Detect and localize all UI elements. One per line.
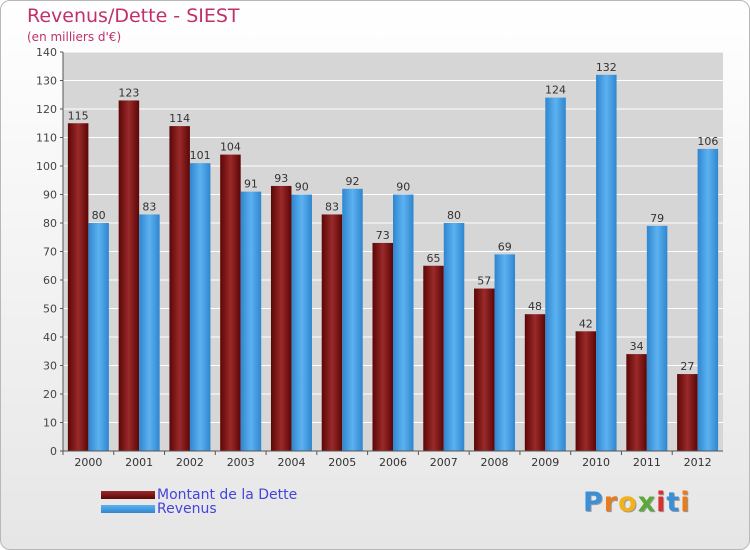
logo-letter: t	[666, 487, 681, 518]
legend-item-dette: Montant de la Dette	[101, 487, 298, 503]
y-tick-label: 10	[43, 417, 57, 430]
bar-revenus	[189, 163, 211, 451]
bar-dette	[474, 288, 495, 451]
bar-dette	[575, 331, 597, 451]
bar-dette	[169, 126, 190, 451]
legend-item-revenus: Revenus	[101, 501, 297, 517]
chart-title: Revenus/Dette - SIEST	[27, 5, 240, 27]
y-tick-label: 60	[43, 274, 57, 287]
bar-dette	[270, 185, 292, 451]
proxiti-logo: Proxiti	[583, 487, 691, 518]
data-label-revenus: 106	[697, 135, 718, 148]
data-label-dette: 48	[528, 300, 542, 313]
x-tick-label: 2009	[531, 456, 559, 469]
data-label-dette: 65	[427, 252, 441, 265]
bar-revenus	[494, 254, 516, 451]
data-label-dette: 27	[680, 360, 694, 373]
data-label-revenus: 79	[650, 212, 664, 225]
logo-letter: P	[583, 487, 604, 518]
y-tick-label: 100	[36, 160, 57, 173]
y-tick-label: 120	[36, 103, 57, 116]
data-label-dette: 34	[630, 340, 644, 353]
data-label-revenus: 90	[396, 181, 410, 194]
legend-swatch-revenus	[101, 505, 155, 513]
x-tick-label: 2000	[74, 456, 102, 469]
logo-letter: o	[618, 487, 638, 518]
data-label-revenus: 92	[345, 175, 359, 188]
data-label-dette: 83	[325, 200, 339, 213]
x-tick-label: 2012	[684, 456, 712, 469]
bar-revenus	[88, 223, 109, 451]
bar-dette	[423, 265, 444, 451]
legend-label-revenus: Revenus	[157, 501, 217, 517]
data-label-dette: 104	[220, 141, 241, 154]
legend-label-dette: Montant de la Dette	[157, 487, 298, 503]
y-tick-label: 50	[43, 303, 57, 316]
y-tick-label: 20	[43, 388, 57, 401]
logo-letter: r	[603, 487, 619, 518]
y-tick-label: 30	[43, 360, 57, 373]
logo-letter: x	[637, 487, 657, 518]
bar-revenus	[342, 188, 363, 452]
bar-dette	[118, 100, 140, 451]
bar-revenus	[291, 194, 312, 451]
data-label-revenus: 124	[545, 84, 566, 97]
logo-letter: i	[656, 487, 667, 518]
bar-dette	[372, 242, 393, 451]
bar-dette	[67, 123, 89, 451]
x-tick-label: 2001	[125, 456, 153, 469]
y-tick-label: 70	[43, 246, 57, 259]
y-tick-label: 110	[36, 132, 57, 145]
chart-subtitle: (en milliers d'€)	[27, 30, 122, 44]
x-tick-label: 2011	[633, 456, 661, 469]
data-label-revenus: 69	[498, 240, 512, 253]
x-tick-label: 2006	[379, 456, 407, 469]
bar-dette	[626, 354, 647, 451]
bar-revenus	[393, 194, 414, 451]
y-tick-label: 130	[36, 75, 57, 88]
data-label-revenus: 91	[244, 178, 258, 191]
bar-revenus	[240, 191, 262, 451]
bar-revenus	[646, 225, 668, 451]
x-tick-label: 2005	[328, 456, 356, 469]
bar-dette	[220, 154, 241, 451]
data-label-dette: 73	[376, 229, 390, 242]
data-label-dette: 114	[169, 112, 190, 125]
data-label-revenus: 80	[447, 209, 461, 222]
logo-letter: i	[680, 487, 691, 518]
data-label-revenus: 132	[596, 61, 617, 74]
bar-revenus	[545, 97, 566, 451]
x-tick-label: 2002	[176, 456, 204, 469]
data-label-dette: 115	[68, 109, 89, 122]
bar-dette	[524, 314, 546, 451]
data-label-dette: 123	[118, 86, 139, 99]
bar-dette	[677, 374, 698, 451]
x-tick-label: 2003	[227, 456, 255, 469]
y-tick-label: 80	[43, 217, 57, 230]
data-label-revenus: 83	[142, 200, 156, 213]
bar-revenus	[139, 214, 160, 451]
y-tick-label: 40	[43, 331, 57, 344]
x-tick-label: 2010	[582, 456, 610, 469]
data-label-revenus: 101	[190, 149, 211, 162]
x-tick-label: 2004	[277, 456, 305, 469]
data-label-revenus: 90	[295, 181, 309, 194]
data-label-dette: 42	[579, 317, 593, 330]
chart-legend: Montant de la Dette Revenus	[101, 487, 298, 517]
legend-swatch-dette	[101, 491, 155, 499]
y-tick-label: 140	[36, 46, 57, 59]
bar-revenus	[596, 74, 617, 452]
data-label-dette: 57	[477, 275, 491, 288]
y-tick-label: 90	[43, 189, 57, 202]
bar-dette	[321, 214, 343, 451]
bar-revenus	[443, 223, 465, 451]
x-tick-label: 2008	[481, 456, 509, 469]
data-label-revenus: 80	[92, 209, 106, 222]
bar-revenus	[697, 148, 719, 451]
data-label-dette: 93	[274, 172, 288, 185]
x-tick-label: 2007	[430, 456, 458, 469]
y-tick-label: 0	[50, 445, 57, 458]
